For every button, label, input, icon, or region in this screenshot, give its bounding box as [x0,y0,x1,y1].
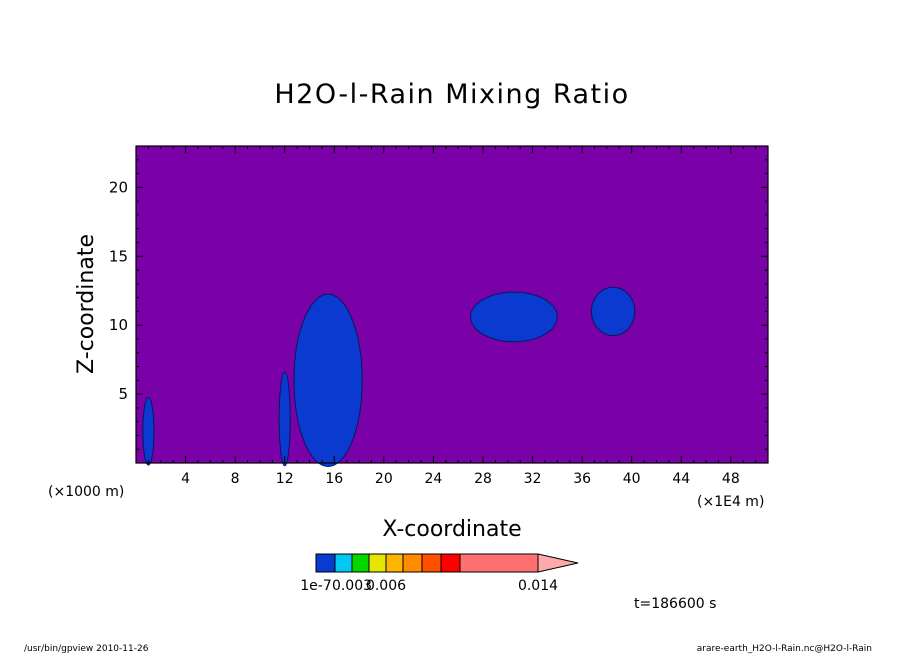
colorbar-segment [440,553,461,573]
y-tick-label: 20 [109,178,128,196]
contour-region-cell-x15 [293,293,363,467]
colorbar [315,553,579,573]
x-tick-label: 48 [722,471,740,487]
x-axis: 4 8 12 16 20 24 28 32 36 40 44 48 [147,146,757,487]
colorbar-extend-arrow [537,553,579,573]
footer-left: /usr/bin/gpview 2010-11-26 [24,644,149,654]
x-unit-right: (×1E4 m) [697,494,764,510]
colorbar-label: 0.006 [366,578,406,594]
x-tick-label: 32 [524,471,542,487]
colorbar-segment [368,553,387,573]
x-tick-label: 20 [375,471,393,487]
colorbar-segment [334,553,353,573]
colorbar-segment [315,553,336,573]
x-axis-label: X-coordinate [382,517,521,542]
plot-frame [135,145,769,464]
colorbar-segment [351,553,370,573]
y-tick-label: 15 [109,247,128,265]
y-axis: 5 10 15 20 [109,159,768,450]
time-label: t=186600 s [634,596,716,612]
y-tick-label: 5 [118,385,128,403]
y-tick-label: 10 [109,316,128,334]
x-tick-label: 16 [325,471,343,487]
contour-region-cell-x38 [590,286,636,337]
colorbar-label: 0.014 [518,578,558,594]
colorbar-segment [385,553,404,573]
x-tick-label: 44 [672,471,690,487]
x-unit-left: (×1000 m) [48,484,124,500]
x-tick-label: 24 [424,471,442,487]
colorbar-segment [421,553,442,573]
footer-right: arare-earth_H2O-l-Rain.nc@H2O-l-Rain [697,644,872,654]
colorbar-label: 1e-7 [300,578,331,594]
x-tick-label: 28 [474,471,492,487]
x-tick-label: 8 [231,471,240,487]
contour-regions [142,286,636,467]
y-axis-label: Z-coordinate [74,234,99,374]
contour-region-cell-x30 [470,291,558,343]
x-tick-label: 40 [623,471,641,487]
x-tick-label: 12 [276,471,294,487]
plot-background [135,145,769,464]
colorbar-segment [459,553,539,573]
contour-region-cell-x12 [278,371,291,467]
chart-title: H2O-l-Rain Mixing Ratio [274,79,629,110]
colorbar-label: 0.003 [332,578,372,594]
x-tick-label: 36 [573,471,591,487]
contour-region-cell-x1 [142,397,155,466]
colorbar-segment [402,553,423,573]
x-tick-label: 4 [181,471,190,487]
